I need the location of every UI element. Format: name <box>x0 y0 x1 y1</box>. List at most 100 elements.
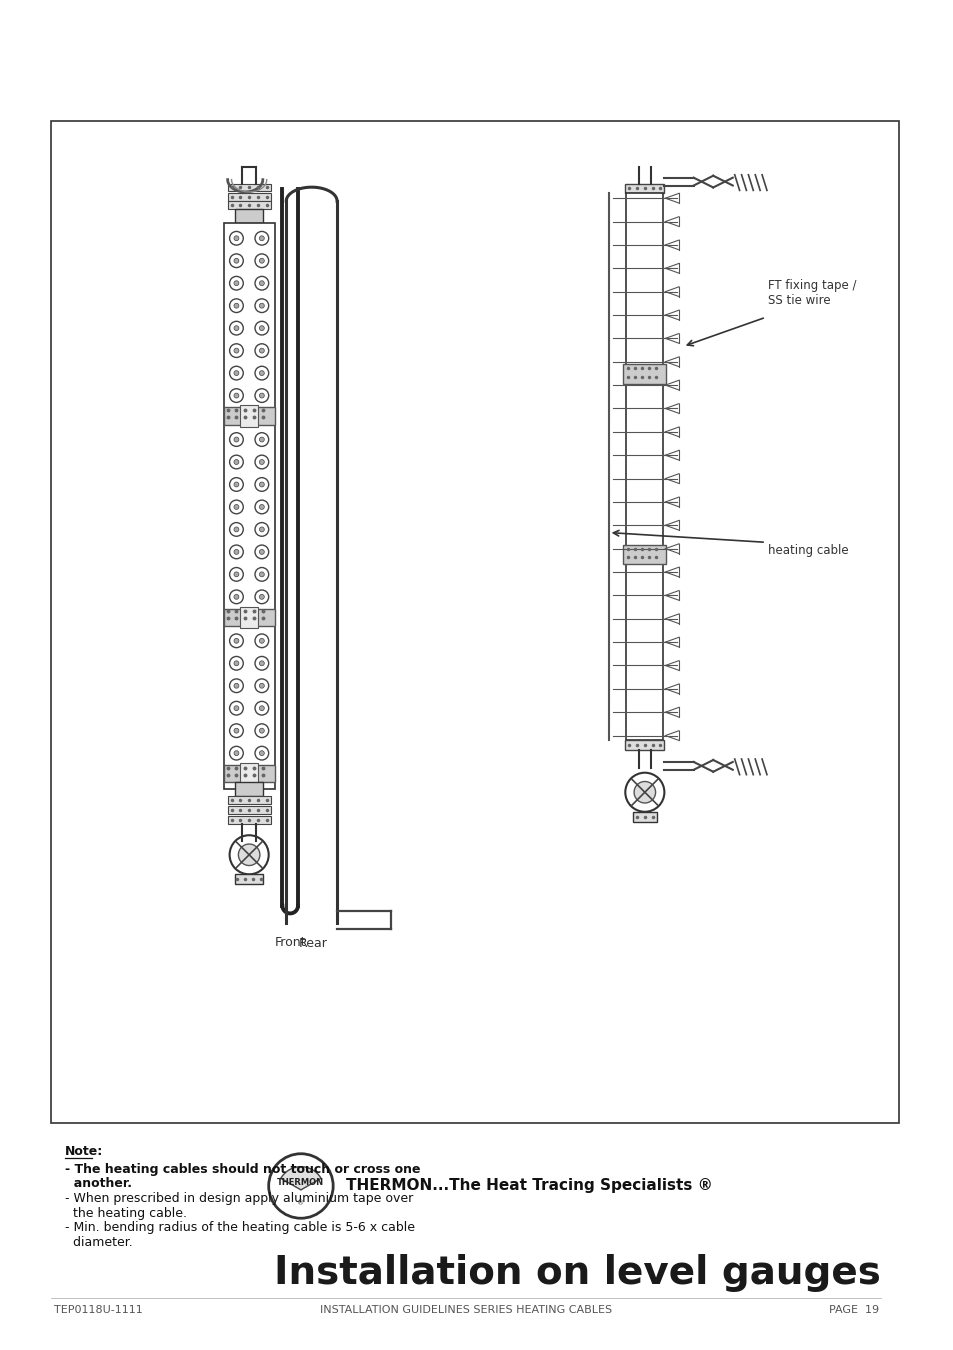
Circle shape <box>254 679 269 693</box>
Circle shape <box>254 634 269 648</box>
Circle shape <box>254 344 269 358</box>
Bar <box>228 201 271 209</box>
Bar <box>228 796 271 805</box>
Bar <box>235 783 262 796</box>
Circle shape <box>254 254 269 267</box>
Text: Rear: Rear <box>299 937 328 949</box>
Circle shape <box>230 389 243 402</box>
Circle shape <box>230 545 243 559</box>
Circle shape <box>230 500 243 514</box>
Text: THERMON: THERMON <box>277 1177 324 1187</box>
Circle shape <box>230 277 243 290</box>
Bar <box>224 765 274 783</box>
Circle shape <box>259 706 264 710</box>
Circle shape <box>233 639 238 643</box>
Circle shape <box>254 478 269 491</box>
Circle shape <box>230 344 243 358</box>
Circle shape <box>259 348 264 354</box>
Circle shape <box>254 298 269 312</box>
Circle shape <box>230 679 243 693</box>
Circle shape <box>254 702 269 716</box>
Circle shape <box>230 567 243 582</box>
Circle shape <box>233 325 238 331</box>
Text: - Min. bending radius of the heating cable is 5-6 x cable: - Min. bending radius of the heating cab… <box>65 1222 415 1234</box>
Circle shape <box>259 371 264 375</box>
Circle shape <box>230 702 243 716</box>
Circle shape <box>233 683 238 688</box>
Circle shape <box>254 433 269 447</box>
Circle shape <box>254 656 269 670</box>
Bar <box>625 193 662 740</box>
Text: diameter.: diameter. <box>65 1235 132 1249</box>
Bar <box>228 193 271 201</box>
Text: PAGE  19: PAGE 19 <box>828 1305 879 1315</box>
Circle shape <box>259 683 264 688</box>
Bar <box>228 815 271 824</box>
Circle shape <box>233 304 238 308</box>
Circle shape <box>254 231 269 246</box>
Circle shape <box>233 482 238 487</box>
Circle shape <box>230 433 243 447</box>
Text: INSTALLATION GUIDELINES SERIES HEATING CABLES: INSTALLATION GUIDELINES SERIES HEATING C… <box>319 1305 612 1315</box>
Text: heating cable: heating cable <box>767 544 847 558</box>
Circle shape <box>254 389 269 402</box>
Circle shape <box>259 526 264 532</box>
Bar <box>235 209 262 223</box>
Circle shape <box>254 545 269 559</box>
Circle shape <box>233 348 238 354</box>
Circle shape <box>259 304 264 308</box>
Bar <box>240 405 257 427</box>
Circle shape <box>233 393 238 398</box>
Circle shape <box>259 459 264 464</box>
Circle shape <box>233 549 238 555</box>
Circle shape <box>230 747 243 760</box>
Circle shape <box>259 751 264 756</box>
Circle shape <box>259 505 264 509</box>
Circle shape <box>259 639 264 643</box>
Circle shape <box>233 437 238 441</box>
Bar <box>624 740 663 751</box>
Bar <box>622 364 665 383</box>
Circle shape <box>230 836 269 875</box>
Circle shape <box>254 567 269 582</box>
Circle shape <box>254 522 269 536</box>
Circle shape <box>233 459 238 464</box>
Circle shape <box>259 662 264 666</box>
Circle shape <box>233 236 238 240</box>
Circle shape <box>259 437 264 441</box>
Circle shape <box>233 751 238 756</box>
Circle shape <box>254 500 269 514</box>
Circle shape <box>259 393 264 398</box>
Circle shape <box>233 505 238 509</box>
Circle shape <box>254 321 269 335</box>
Text: another.: another. <box>65 1177 132 1191</box>
Circle shape <box>259 281 264 286</box>
Circle shape <box>230 321 243 335</box>
Circle shape <box>233 728 238 733</box>
Circle shape <box>259 549 264 555</box>
Circle shape <box>230 254 243 267</box>
Circle shape <box>254 277 269 290</box>
Circle shape <box>254 590 269 603</box>
Circle shape <box>259 482 264 487</box>
Bar <box>624 184 663 193</box>
Circle shape <box>259 236 264 240</box>
Bar <box>228 806 271 814</box>
Circle shape <box>233 258 238 263</box>
Circle shape <box>269 1154 333 1218</box>
Circle shape <box>230 634 243 648</box>
Circle shape <box>233 572 238 576</box>
Bar <box>224 408 274 425</box>
Wedge shape <box>280 1166 321 1189</box>
Bar <box>51 122 899 1123</box>
Bar <box>224 609 274 626</box>
Text: the heating cable.: the heating cable. <box>65 1207 187 1219</box>
Circle shape <box>259 728 264 733</box>
Circle shape <box>230 455 243 468</box>
Text: Note:: Note: <box>65 1145 103 1158</box>
Text: TEP0118U-1111: TEP0118U-1111 <box>53 1305 142 1315</box>
Bar <box>240 606 257 628</box>
Circle shape <box>254 724 269 737</box>
Circle shape <box>254 366 269 379</box>
Bar <box>224 223 274 790</box>
